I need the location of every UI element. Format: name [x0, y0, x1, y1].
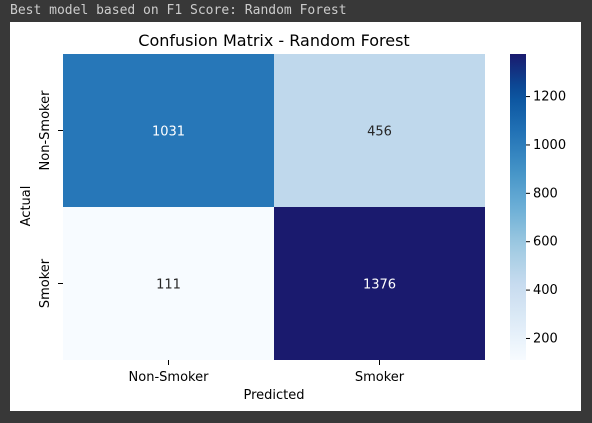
cell-value-label: 111 — [156, 278, 181, 293]
y-axis-label: Actual — [19, 186, 34, 227]
heatmap-cell — [63, 207, 274, 360]
colorbar-tick-label: 200 — [533, 331, 558, 346]
y-axis-ticks: Non-Smoker Smoker — [38, 90, 63, 308]
colorbar-tick-label: 1000 — [533, 138, 566, 153]
chart-figure: Confusion Matrix - Random Forest Predict… — [10, 22, 581, 411]
colorbar-tick-label: 400 — [533, 283, 558, 298]
heatmap-cells — [63, 54, 485, 360]
y-tick-label: Non-Smoker — [38, 90, 53, 171]
confusion-matrix-chart: Confusion Matrix - Random Forest Predict… — [19, 31, 566, 403]
colorbar-tick-label: 800 — [533, 186, 558, 201]
colorbar-tick-label: 600 — [533, 235, 558, 250]
colorbar-gradient — [510, 54, 526, 360]
x-tick-label: Smoker — [355, 370, 405, 385]
chart-title: Confusion Matrix - Random Forest — [138, 31, 409, 50]
heatmap-cell — [274, 54, 485, 207]
heatmap-cell-labels: 1031 456 111 1376 — [152, 125, 396, 293]
cell-value-label: 456 — [367, 125, 392, 140]
x-axis-ticks: Non-Smoker Smoker — [129, 360, 405, 385]
colorbar: 200 400 600 800 1000 1200 — [510, 54, 566, 360]
colorbar-tick-label: 1200 — [533, 90, 566, 105]
cell-value-label: 1376 — [363, 278, 396, 293]
x-axis-label: Predicted — [243, 388, 304, 403]
heatmap-cell — [274, 207, 485, 360]
heatmap-cell — [63, 54, 274, 207]
x-tick-label: Non-Smoker — [129, 370, 210, 385]
y-tick-label: Smoker — [38, 258, 53, 308]
console-output: Best model based on F1 Score: Random For… — [10, 3, 347, 18]
cell-value-label: 1031 — [152, 125, 185, 140]
